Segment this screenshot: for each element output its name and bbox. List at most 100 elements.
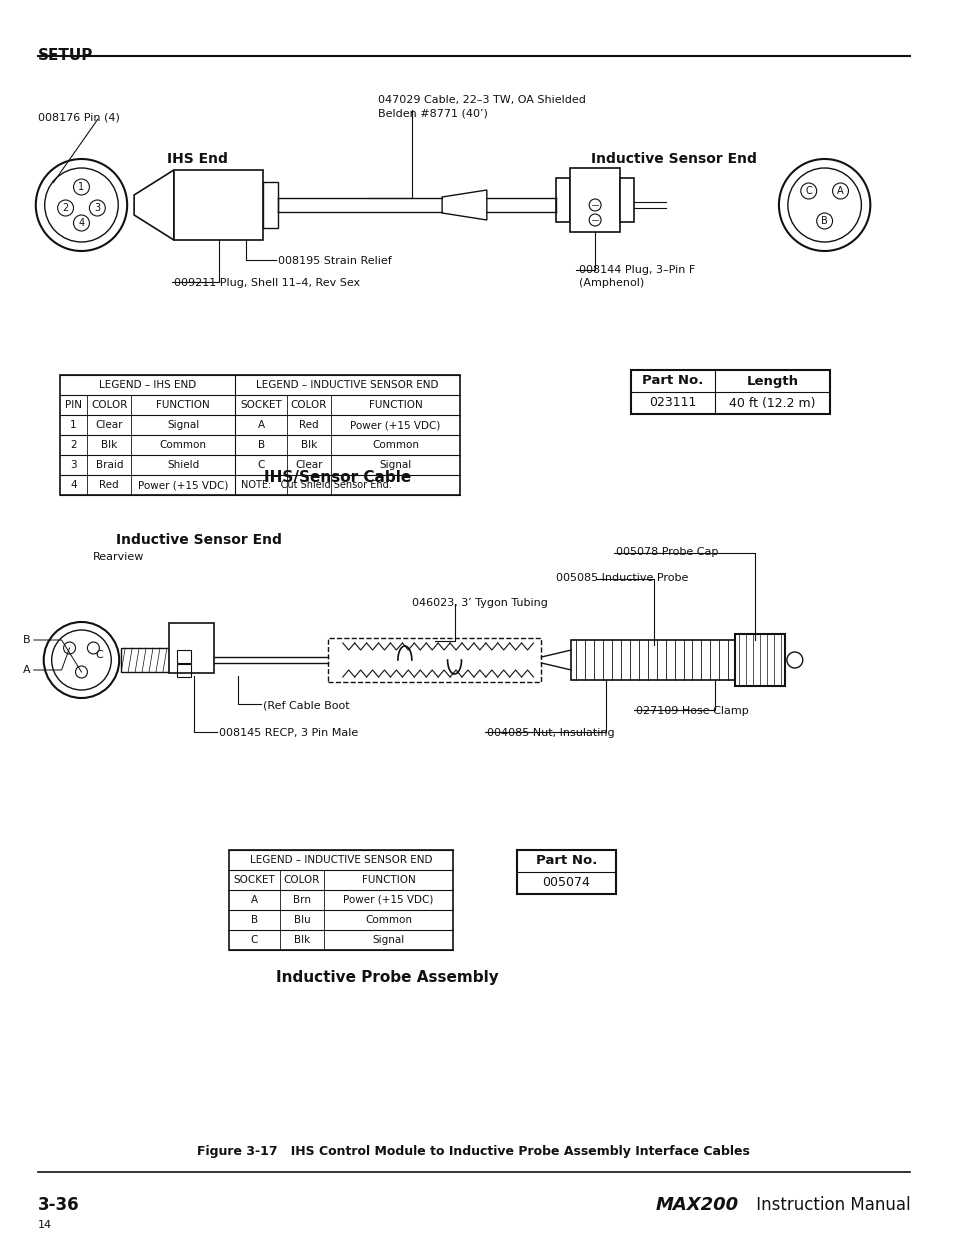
Text: COLOR: COLOR xyxy=(291,400,327,410)
Bar xyxy=(556,178,570,222)
Bar xyxy=(169,622,213,673)
Text: FUNCTION: FUNCTION xyxy=(368,400,422,410)
Text: FUNCTION: FUNCTION xyxy=(156,400,210,410)
Text: C: C xyxy=(251,935,257,945)
Circle shape xyxy=(73,215,90,231)
Text: 40 ft (12.2 m): 40 ft (12.2 m) xyxy=(728,396,815,410)
Circle shape xyxy=(778,159,869,251)
Bar xyxy=(173,170,263,240)
Polygon shape xyxy=(134,170,173,240)
Text: 005078 Probe Cap: 005078 Probe Cap xyxy=(616,547,718,557)
Bar xyxy=(263,182,278,228)
Circle shape xyxy=(816,212,832,228)
Text: Power (+15 VDC): Power (+15 VDC) xyxy=(138,480,229,490)
Bar xyxy=(328,638,541,682)
Text: A: A xyxy=(251,895,257,905)
Text: 2: 2 xyxy=(62,203,69,212)
Text: Power (+15 VDC): Power (+15 VDC) xyxy=(350,420,440,430)
Text: C: C xyxy=(257,459,265,471)
Polygon shape xyxy=(441,190,486,220)
Text: Signal: Signal xyxy=(167,420,199,430)
Text: Shield: Shield xyxy=(167,459,199,471)
Text: 3: 3 xyxy=(94,203,100,212)
Bar xyxy=(630,370,829,414)
Text: COLOR: COLOR xyxy=(284,876,320,885)
Text: Length: Length xyxy=(745,374,798,388)
Text: Blk: Blk xyxy=(101,440,117,450)
Bar xyxy=(570,168,619,232)
Text: 1: 1 xyxy=(71,420,77,430)
Text: Brn: Brn xyxy=(293,895,311,905)
Circle shape xyxy=(35,159,127,251)
Circle shape xyxy=(75,666,88,678)
Text: Common: Common xyxy=(365,915,412,925)
Text: Signal: Signal xyxy=(372,935,404,945)
Text: Red: Red xyxy=(99,480,119,490)
Text: B: B xyxy=(251,915,257,925)
Bar xyxy=(571,640,735,680)
Text: C: C xyxy=(95,650,103,659)
Text: A: A xyxy=(837,186,843,196)
Text: SOCKET: SOCKET xyxy=(240,400,282,410)
Text: Instruction Manual: Instruction Manual xyxy=(750,1195,910,1214)
Bar xyxy=(517,850,616,894)
Text: Signal: Signal xyxy=(379,459,411,471)
Text: 005085 Inductive Probe: 005085 Inductive Probe xyxy=(556,573,688,583)
Text: 3-36: 3-36 xyxy=(38,1195,79,1214)
Text: FUNCTION: FUNCTION xyxy=(361,876,415,885)
Text: 046023, 3’ Tygon Tubing: 046023, 3’ Tygon Tubing xyxy=(412,598,548,608)
Circle shape xyxy=(800,183,816,199)
Text: (Ref Cable Boot: (Ref Cable Boot xyxy=(263,700,350,710)
Text: B: B xyxy=(821,216,827,226)
Bar xyxy=(176,650,191,663)
Text: 3: 3 xyxy=(71,459,77,471)
Text: Figure 3-17   IHS Control Module to Inductive Probe Assembly Interface Cables: Figure 3-17 IHS Control Module to Induct… xyxy=(197,1145,750,1158)
Text: COLOR: COLOR xyxy=(91,400,128,410)
Text: PIN: PIN xyxy=(65,400,82,410)
Text: A: A xyxy=(257,420,265,430)
Text: 047029 Cable, 22–3 TW, OA Shielded
Belden #8771 (40’): 047029 Cable, 22–3 TW, OA Shielded Belde… xyxy=(377,95,585,119)
Text: C: C xyxy=(804,186,811,196)
Bar xyxy=(229,850,453,950)
Text: 008176 Pin (4): 008176 Pin (4) xyxy=(38,112,119,122)
Text: LEGEND – INDUCTIVE SENSOR END: LEGEND – INDUCTIVE SENSOR END xyxy=(256,380,438,390)
Circle shape xyxy=(88,642,99,655)
Bar xyxy=(59,375,459,495)
Text: Clear: Clear xyxy=(294,459,322,471)
Text: Blk: Blk xyxy=(294,935,310,945)
Text: SOCKET: SOCKET xyxy=(233,876,274,885)
Text: 005074: 005074 xyxy=(542,877,590,889)
Text: Inductive Sensor End: Inductive Sensor End xyxy=(591,152,757,165)
Text: 4: 4 xyxy=(78,219,85,228)
Text: 027109 Hose Clamp: 027109 Hose Clamp xyxy=(636,706,748,716)
Text: MAX200: MAX200 xyxy=(655,1195,738,1214)
Text: Part No.: Part No. xyxy=(535,855,597,867)
Text: B: B xyxy=(23,635,30,645)
Circle shape xyxy=(832,183,847,199)
Text: 4: 4 xyxy=(71,480,77,490)
Text: Blk: Blk xyxy=(300,440,316,450)
Text: B: B xyxy=(257,440,265,450)
Text: Common: Common xyxy=(160,440,207,450)
Circle shape xyxy=(57,200,73,216)
Text: Part No.: Part No. xyxy=(641,374,703,388)
Text: Clear: Clear xyxy=(95,420,123,430)
Text: 023111: 023111 xyxy=(649,396,696,410)
Text: 2: 2 xyxy=(71,440,77,450)
Bar xyxy=(735,634,784,685)
Text: A: A xyxy=(23,664,30,676)
Circle shape xyxy=(786,652,801,668)
Text: NOTE:   Cut Shield Sensor End.: NOTE: Cut Shield Sensor End. xyxy=(241,480,392,490)
Text: 009211 Plug, Shell 11–4, Rev Sex: 009211 Plug, Shell 11–4, Rev Sex xyxy=(173,278,359,288)
Text: IHS End: IHS End xyxy=(167,152,228,165)
Text: 008144 Plug, 3–Pin F
(Amphenol): 008144 Plug, 3–Pin F (Amphenol) xyxy=(578,266,695,288)
Text: SETUP: SETUP xyxy=(38,48,93,63)
Circle shape xyxy=(64,642,75,655)
Text: 1: 1 xyxy=(78,182,85,191)
Text: 008195 Strain Relief: 008195 Strain Relief xyxy=(278,256,392,266)
Text: Red: Red xyxy=(299,420,318,430)
Bar xyxy=(121,648,169,672)
Bar xyxy=(619,178,633,222)
Text: Inductive Sensor End: Inductive Sensor End xyxy=(115,534,281,547)
Circle shape xyxy=(90,200,105,216)
